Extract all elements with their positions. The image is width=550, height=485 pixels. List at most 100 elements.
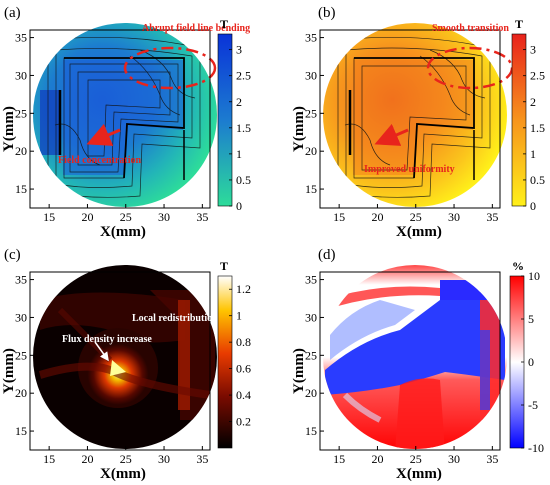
panel-c: 15 20 25 30 35 15 20 25 30 35 Local redistributio… <box>1 247 251 482</box>
y-tick-label: 25 <box>305 106 317 120</box>
panel-a-annotation-2: Field concentration <box>58 155 141 166</box>
x-tick-label: 35 <box>486 452 498 466</box>
panel-c-colorbar-title: T <box>220 259 228 273</box>
y-tick-label: 35 <box>305 273 317 287</box>
panel-d-colorbar-title: % <box>512 259 524 273</box>
colorbar-tick-label: 0 <box>528 355 534 369</box>
x-tick-label: 15 <box>333 452 345 466</box>
colorbar-tick-label: 3 <box>530 43 536 57</box>
y-tick-label: 20 <box>305 144 317 158</box>
y-tick-label: 15 <box>15 424 27 438</box>
colorbar-tick-label: 1.5 <box>236 121 251 135</box>
x-tick-label: 35 <box>196 210 208 224</box>
colorbar-tick-label: 1 <box>236 147 242 161</box>
colorbar-tick-label: 0.5 <box>530 173 545 187</box>
colorbar-tick-label: 0 <box>236 199 242 213</box>
y-tick-label: 30 <box>15 310 27 324</box>
panel-a-ticks: 15 20 25 30 35 15 20 25 30 35 <box>15 31 208 224</box>
x-tick-label: 25 <box>120 210 132 224</box>
panel-a-colorbar-ticks: 0 0.5 1 1.5 2 2.5 3 <box>229 43 251 213</box>
colorbar-tick-label: -10 <box>528 441 544 455</box>
y-tick-label: 25 <box>305 348 317 362</box>
panel-a-highlight-ellipse <box>123 46 217 90</box>
colorbar-tick-label: 1.2 <box>236 282 251 296</box>
panel-c-annotation-2: Flux density increase <box>62 334 152 345</box>
panel-b-xlabel: X(mm) <box>396 224 442 240</box>
panel-d-colorbar-ticks: -10 -5 0 5 10 <box>521 269 544 455</box>
panel-a-frame <box>29 29 211 209</box>
panel-d-xlabel: X(mm) <box>396 466 442 482</box>
x-tick-label: 30 <box>158 452 170 466</box>
y-tick-label: 15 <box>305 182 317 196</box>
x-tick-label: 30 <box>448 452 460 466</box>
panel-a-ylabel: Y(mm) <box>1 106 17 152</box>
x-tick-label: 15 <box>43 210 55 224</box>
y-tick-label: 30 <box>305 310 317 324</box>
colorbar-tick-label: 1 <box>236 309 242 323</box>
y-tick-label: 20 <box>305 386 317 400</box>
panel-c-field-map <box>33 265 217 449</box>
panel-a-colorbar <box>217 33 233 207</box>
colorbar-tick-label: 3 <box>236 43 242 57</box>
panel-b-arrow <box>374 123 409 146</box>
colorbar-tick-label: 0.6 <box>236 362 251 376</box>
colorbar-tick-label: 2.5 <box>236 69 251 83</box>
y-tick-label: 35 <box>15 31 27 45</box>
colorbar-tick-label: 0.4 <box>236 388 251 402</box>
y-tick-label: 20 <box>15 386 27 400</box>
panel-a-field-map <box>33 23 217 207</box>
x-tick-label: 25 <box>120 452 132 466</box>
x-tick-label: 20 <box>81 452 93 466</box>
x-tick-label: 35 <box>486 210 498 224</box>
colorbar-tick-label: 1 <box>530 147 536 161</box>
colorbar-tick-label: 1.5 <box>530 121 545 135</box>
colorbar-tick-label: 0.8 <box>236 335 251 349</box>
panel-b-colorbar-ticks: 0 0.5 1 1.5 2 2.5 3 <box>523 43 545 213</box>
x-tick-label: 25 <box>410 210 422 224</box>
panel-a-xlabel: X(mm) <box>100 224 146 240</box>
y-tick-label: 15 <box>15 182 27 196</box>
y-tick-label: 35 <box>305 31 317 45</box>
panel-c-xlabel: X(mm) <box>100 466 146 482</box>
panel-b-annotation-2: Improved uniformity <box>364 164 455 175</box>
panel-b-annotation-1: Smooth transition <box>432 23 509 34</box>
panel-b-label: (b) <box>318 5 336 21</box>
panel-c-label: (c) <box>4 247 21 263</box>
x-tick-label: 25 <box>410 452 422 466</box>
colorbar-tick-label: 2 <box>236 95 242 109</box>
panel-d-difference-map <box>323 265 507 449</box>
x-tick-label: 15 <box>333 210 345 224</box>
colorbar-tick-label: 0.2 <box>236 415 251 429</box>
panel-d: 15 20 25 30 35 15 20 25 30 35 (d) X(mm) Y(mm) % -… <box>291 247 544 482</box>
panel-a-arrow <box>86 123 121 146</box>
x-tick-label: 20 <box>371 452 383 466</box>
y-tick-label: 25 <box>15 106 27 120</box>
panel-d-ylabel: Y(mm) <box>291 348 307 394</box>
x-tick-label: 35 <box>196 452 208 466</box>
panel-a-colorbar-title: T <box>220 17 228 31</box>
y-tick-label: 30 <box>305 68 317 82</box>
colorbar-tick-label: 5 <box>528 312 534 326</box>
panel-c-annotation-1: Local redistribution <box>132 313 218 324</box>
y-tick-label: 15 <box>305 424 317 438</box>
x-tick-label: 20 <box>81 210 93 224</box>
panel-c-colorbar-ticks: 0.2 0.4 0.6 0.8 1 1.2 <box>229 282 251 429</box>
panel-b-field-map <box>323 23 507 207</box>
panel-c-colorbar <box>217 275 233 449</box>
panel-c-arrow <box>94 341 109 362</box>
panel-b-ylabel: Y(mm) <box>291 106 307 152</box>
panel-b-ticks: 15 20 25 30 35 15 20 25 30 35 <box>305 31 498 224</box>
panel-d-frame <box>319 271 501 451</box>
panel-c-ticks: 15 20 25 30 35 15 20 25 30 35 <box>15 273 208 466</box>
colorbar-tick-label: -5 <box>528 398 538 412</box>
panel-c-frame <box>29 271 211 451</box>
panel-a-label: (a) <box>4 5 21 21</box>
x-tick-label: 20 <box>371 210 383 224</box>
panel-b-colorbar <box>511 33 527 207</box>
y-tick-label: 20 <box>15 144 27 158</box>
y-tick-label: 30 <box>15 68 27 82</box>
colorbar-tick-label: 2.5 <box>530 69 545 83</box>
